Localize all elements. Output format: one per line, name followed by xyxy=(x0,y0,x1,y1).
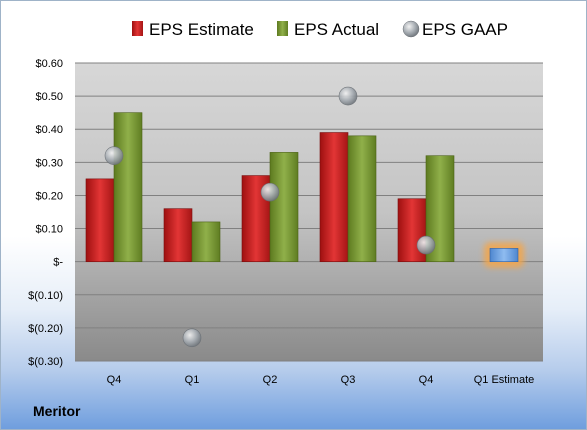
gaap-marker xyxy=(104,146,124,166)
y-tick-label: $0.60 xyxy=(35,58,63,70)
company-name: Meritor xyxy=(33,403,81,419)
y-tick-label: $(0.30) xyxy=(28,356,63,368)
actual-bar xyxy=(269,152,299,262)
y-tick-label: $0.40 xyxy=(35,124,63,136)
gaap-marker xyxy=(260,182,280,202)
y-tick-label: $0.10 xyxy=(35,224,63,236)
y-tick-label: $0.30 xyxy=(35,157,63,169)
x-tick-label: Q2 xyxy=(263,374,278,386)
legend: EPS Estimate EPS Actual EPS GAAP xyxy=(132,20,508,39)
x-axis-labels: Q4 Q1 Q2 Q3 Q4 Q1 Estimate xyxy=(107,374,535,386)
y-axis-labels: $0.60 $0.50 $0.40 $0.30 $0.20 $0.10 $- $(0.10) $… xyxy=(28,58,63,368)
estimate-bar xyxy=(319,132,349,262)
x-tick-label: Q4 xyxy=(419,374,434,386)
legend-swatch xyxy=(132,21,143,36)
x-tick-label: Q1 Estimate xyxy=(474,374,535,386)
q1-estimate-bar xyxy=(489,248,519,262)
legend-swatch xyxy=(402,20,420,38)
gridlines xyxy=(75,62,543,362)
gaap-marker xyxy=(416,235,436,255)
plot-area xyxy=(75,63,543,361)
y-tick-label: $(0.10) xyxy=(28,290,63,302)
actual-bar xyxy=(113,112,143,262)
y-tick-label: $(0.20) xyxy=(28,323,63,335)
actual-bar xyxy=(347,135,377,262)
estimate-bar xyxy=(163,208,193,262)
y-tick-label: $0.50 xyxy=(35,91,63,103)
gaap-markers xyxy=(104,86,436,348)
legend-label: EPS GAAP xyxy=(422,20,508,39)
legend-label: EPS Estimate xyxy=(149,20,254,39)
y-tick-label: $0.20 xyxy=(35,190,63,202)
estimate-bar xyxy=(85,178,115,262)
x-tick-label: Q3 xyxy=(341,374,356,386)
x-tick-label: Q4 xyxy=(107,374,122,386)
gaap-marker xyxy=(182,328,202,348)
legend-swatch xyxy=(277,21,288,36)
legend-label: EPS Actual xyxy=(294,20,379,39)
actual-bar xyxy=(191,221,221,262)
y-tick-label: $- xyxy=(53,257,63,269)
x-tick-label: Q1 xyxy=(185,374,200,386)
gaap-marker xyxy=(338,86,358,106)
bars xyxy=(85,112,524,268)
